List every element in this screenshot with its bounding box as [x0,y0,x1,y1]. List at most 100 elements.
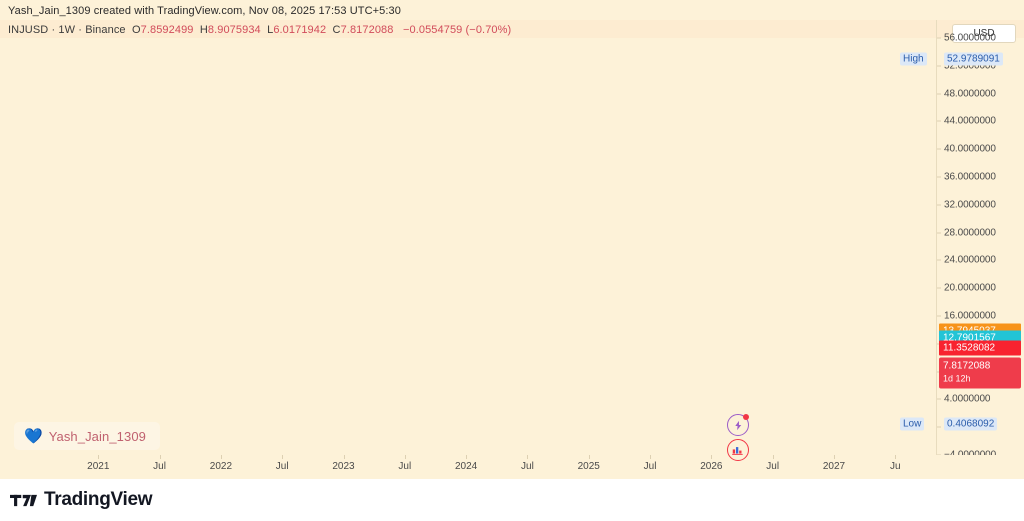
time-tick-mark [833,455,835,459]
time-tick-mark [895,455,897,459]
notification-dot [743,414,749,420]
ohlc-o-label: O [131,24,141,36]
price-tick-mark [936,232,941,234]
price-tick-label: 56.0000000 [944,32,996,44]
time-tick-label: 2027 [822,461,846,472]
time-tick-mark [466,455,468,459]
ohlc-h-value: 8.9075934 [207,24,261,36]
legend-sep-1: · [48,24,59,36]
price-tick-mark [936,204,941,206]
price-tick-mark [936,343,941,345]
low-marker-label: Low [900,417,925,431]
time-tick-mark [711,455,713,459]
price-tick-label: 20.0000000 [944,282,996,294]
time-tick-mark [772,455,774,459]
time-tick-label: Jul [521,461,534,472]
lightning-badge-icon[interactable] [727,414,749,436]
footer-bar: TradingView [0,479,1024,521]
price-tick-mark [936,371,941,373]
low-marker-value: 0.4068092 [944,417,998,431]
price-tick-label: 40.0000000 [944,143,996,155]
ohlc-c-label: C [332,24,341,36]
price-tick-label: 28.0000000 [944,227,996,239]
price-tick-label: 24.0000000 [944,254,996,266]
price-tick-mark [936,93,941,95]
time-tick-mark [98,455,100,459]
price-tick-mark [936,120,941,122]
overlay-badge-group [727,414,749,461]
price-tick-mark [936,37,941,39]
time-tick-mark [343,455,345,459]
time-scale[interactable]: 2021 Jul 2022 Jul 2023 Jul 2024 Jul 2025 Jul 2026 J… [0,455,1024,479]
ohlc-l-value: 6.0171942 [273,24,327,36]
price-tick-label: 52.0000000 [944,60,996,72]
time-tick-mark [650,455,652,459]
price-tick-mark [936,65,941,67]
header-top-strip [0,0,1024,20]
price-scale[interactable]: USD 56.0000000 52.0000000 48.0000000 44.000… [900,24,1024,461]
tradingview-logo[interactable]: TradingView [10,489,153,511]
legend-sep-2: · [75,24,86,36]
current-price-countdown: 1d 12h [943,373,971,384]
ohlc-c-value: 7.8172088 [340,24,394,36]
symbol-legend: INJUSD · 1W · Binance O7.8592499 H8.9075… [8,24,511,36]
chart-badge-icon[interactable] [727,439,749,461]
indicator-price-badge: 11.3528082 [939,340,1021,356]
time-tick-label: 2022 [209,461,233,472]
time-tick-mark [588,455,590,459]
time-tick-mark [404,455,406,459]
price-tick-mark [936,398,941,400]
price-tick-mark [936,259,941,261]
price-tick-mark [936,426,941,428]
time-tick-label: 2024 [455,461,478,472]
attribution-text: Yash_Jain_1309 created with TradingView.… [8,5,401,17]
legend-exchange[interactable]: Binance [85,24,126,36]
current-price-value: 7.8172088 [943,360,991,372]
price-tick-label: 16.0000000 [944,310,996,322]
user-watermark: 💙 Yash_Jain_1309 [14,422,160,450]
time-tick-label: Jul [275,461,289,472]
header-legend-strip [0,20,1024,38]
time-tick-label: 2025 [577,461,600,472]
time-tick-label: Jul [643,461,657,472]
plot-background [0,38,936,455]
ohlc-change: −0.0554759 (−0.70%) [402,24,512,36]
currency-button[interactable]: USD [952,24,1016,43]
time-tick-label: 2021 [87,461,110,472]
tradingview-wordmark: TradingView [44,489,153,510]
tradingview-mark-icon [10,494,37,506]
ohlc-l-label: L [267,24,274,36]
ohlc-h-label: H [199,24,208,36]
ohlc-o-value: 7.8592499 [140,24,194,36]
price-tick-label: 44.0000000 [944,115,996,127]
time-tick-label: 2026 [700,461,723,472]
time-tick-mark [159,455,161,459]
time-tick-label: Jul [398,461,412,472]
price-tick-mark [936,315,941,317]
time-tick-label: Ju [890,461,901,472]
time-tick-label: Jul [153,461,166,472]
high-marker-label: High [900,52,927,66]
time-tick-label: 2023 [332,461,355,472]
price-tick-mark [936,148,941,150]
price-tick-label: 4.0000000 [944,393,991,405]
price-tick-mark [936,287,941,289]
price-tick-mark [936,176,941,178]
heart-icon: 💙 [24,427,43,445]
bar-chart-glyph [732,447,743,455]
high-marker-value: 52.9789091 [944,52,1003,66]
time-tick-label: Jul [766,461,780,472]
chart-plot-area[interactable] [0,38,936,455]
time-tick-mark [282,455,284,459]
time-tick-mark [220,455,222,459]
time-tick-mark [527,455,529,459]
price-tick-label: 48.0000000 [944,88,996,100]
price-tick-label: 32.0000000 [944,199,996,211]
legend-interval[interactable]: 1W [58,24,76,36]
legend-symbol[interactable]: INJUSD [8,24,49,36]
current-price-badge: 7.8172088 1d 12h [939,357,1021,389]
bolt-glyph [734,420,741,430]
price-scale-divider [936,20,937,495]
price-tick-label: 36.0000000 [944,171,996,183]
